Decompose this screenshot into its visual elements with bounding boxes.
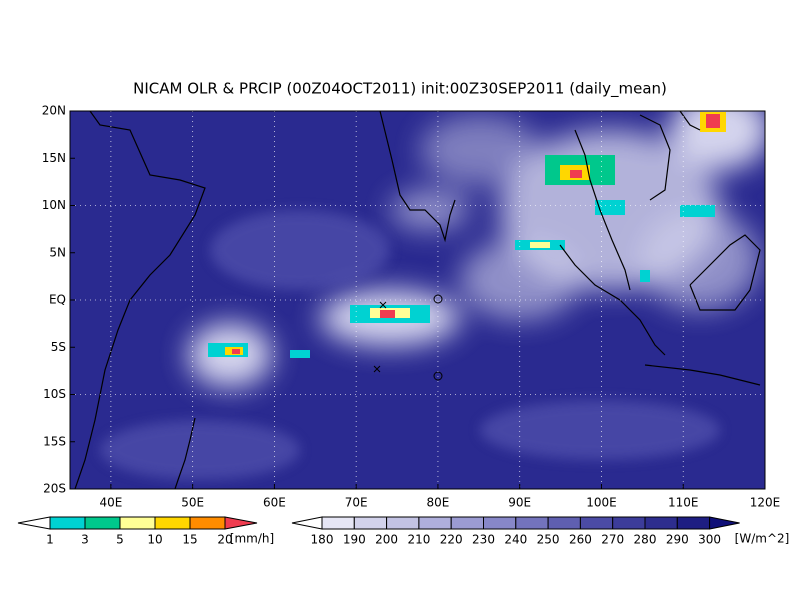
lon-label: 50E <box>181 496 204 510</box>
legend-label: 3 <box>81 533 89 547</box>
lon-label: 90E <box>508 496 531 510</box>
legend-swatch <box>189 516 226 530</box>
lon-label: 40E <box>99 496 122 510</box>
legend-swatch <box>119 516 156 530</box>
legend-label: 270 <box>601 533 624 547</box>
lon-label: 60E <box>263 496 286 510</box>
legend-swatch <box>644 516 678 530</box>
legend-label: 300 <box>698 533 721 547</box>
lat-label: 5N <box>49 245 66 259</box>
legend-label: 220 <box>440 533 463 547</box>
lon-label: 110E <box>668 496 699 510</box>
legend-swatch <box>483 516 517 530</box>
legend-swatch <box>154 516 191 530</box>
legend-unit: [W/m^2] <box>735 532 790 546</box>
legend-swatch <box>676 516 711 530</box>
legend-swatch <box>49 516 86 530</box>
lat-label: 15N <box>42 151 66 165</box>
legend-label: 10 <box>147 533 162 547</box>
legend-label: 1 <box>46 533 54 547</box>
legend-label: 190 <box>343 533 366 547</box>
legend-label: 240 <box>504 533 527 547</box>
precip-spots <box>208 112 726 358</box>
legend-label: 5 <box>116 533 124 547</box>
lat-label: 15S <box>43 434 66 448</box>
legend-unit: [mm/h] <box>230 532 274 546</box>
title: NICAM OLR & PRCIP (00Z04OCT2011) init:00… <box>133 80 667 99</box>
legend-label: 15 <box>182 533 197 547</box>
legend-swatch <box>579 516 614 530</box>
legend-swatch <box>450 516 485 530</box>
lat-label: 10N <box>42 198 66 212</box>
lat-label: 20S <box>43 482 66 496</box>
lon-label: 80E <box>427 496 450 510</box>
lon-label: 70E <box>345 496 368 510</box>
lat-label: 20N <box>42 104 66 118</box>
legend-arrow <box>709 516 740 530</box>
legend-swatch <box>418 516 452 530</box>
legend-label: 260 <box>569 533 592 547</box>
legend-label: 280 <box>634 533 657 547</box>
lat-label: 10S <box>43 387 66 401</box>
legend-swatch <box>386 516 420 530</box>
lat-label: 5S <box>51 340 66 354</box>
legend-label: 20 <box>217 533 232 547</box>
legend-label: 230 <box>472 533 495 547</box>
lat-label: EQ <box>49 293 66 307</box>
legend-swatch <box>612 516 646 530</box>
legend-label: 250 <box>537 533 560 547</box>
lon-label: 100E <box>586 496 617 510</box>
legend-swatch <box>515 516 549 530</box>
legend-arrow <box>17 516 51 530</box>
legend-label: 210 <box>407 533 430 547</box>
legend-swatch <box>547 516 581 530</box>
map-area <box>70 111 765 489</box>
lon-label: 120E <box>750 496 781 510</box>
legend-arrow <box>224 516 258 530</box>
coastlines <box>74 111 761 489</box>
legend-label: 180 <box>311 533 334 547</box>
legend-swatch <box>84 516 121 530</box>
legend-swatch <box>353 516 388 530</box>
legend-swatch <box>321 516 355 530</box>
legend-label: 200 <box>375 533 398 547</box>
legend-arrow <box>291 516 323 530</box>
legend-label: 290 <box>666 533 689 547</box>
